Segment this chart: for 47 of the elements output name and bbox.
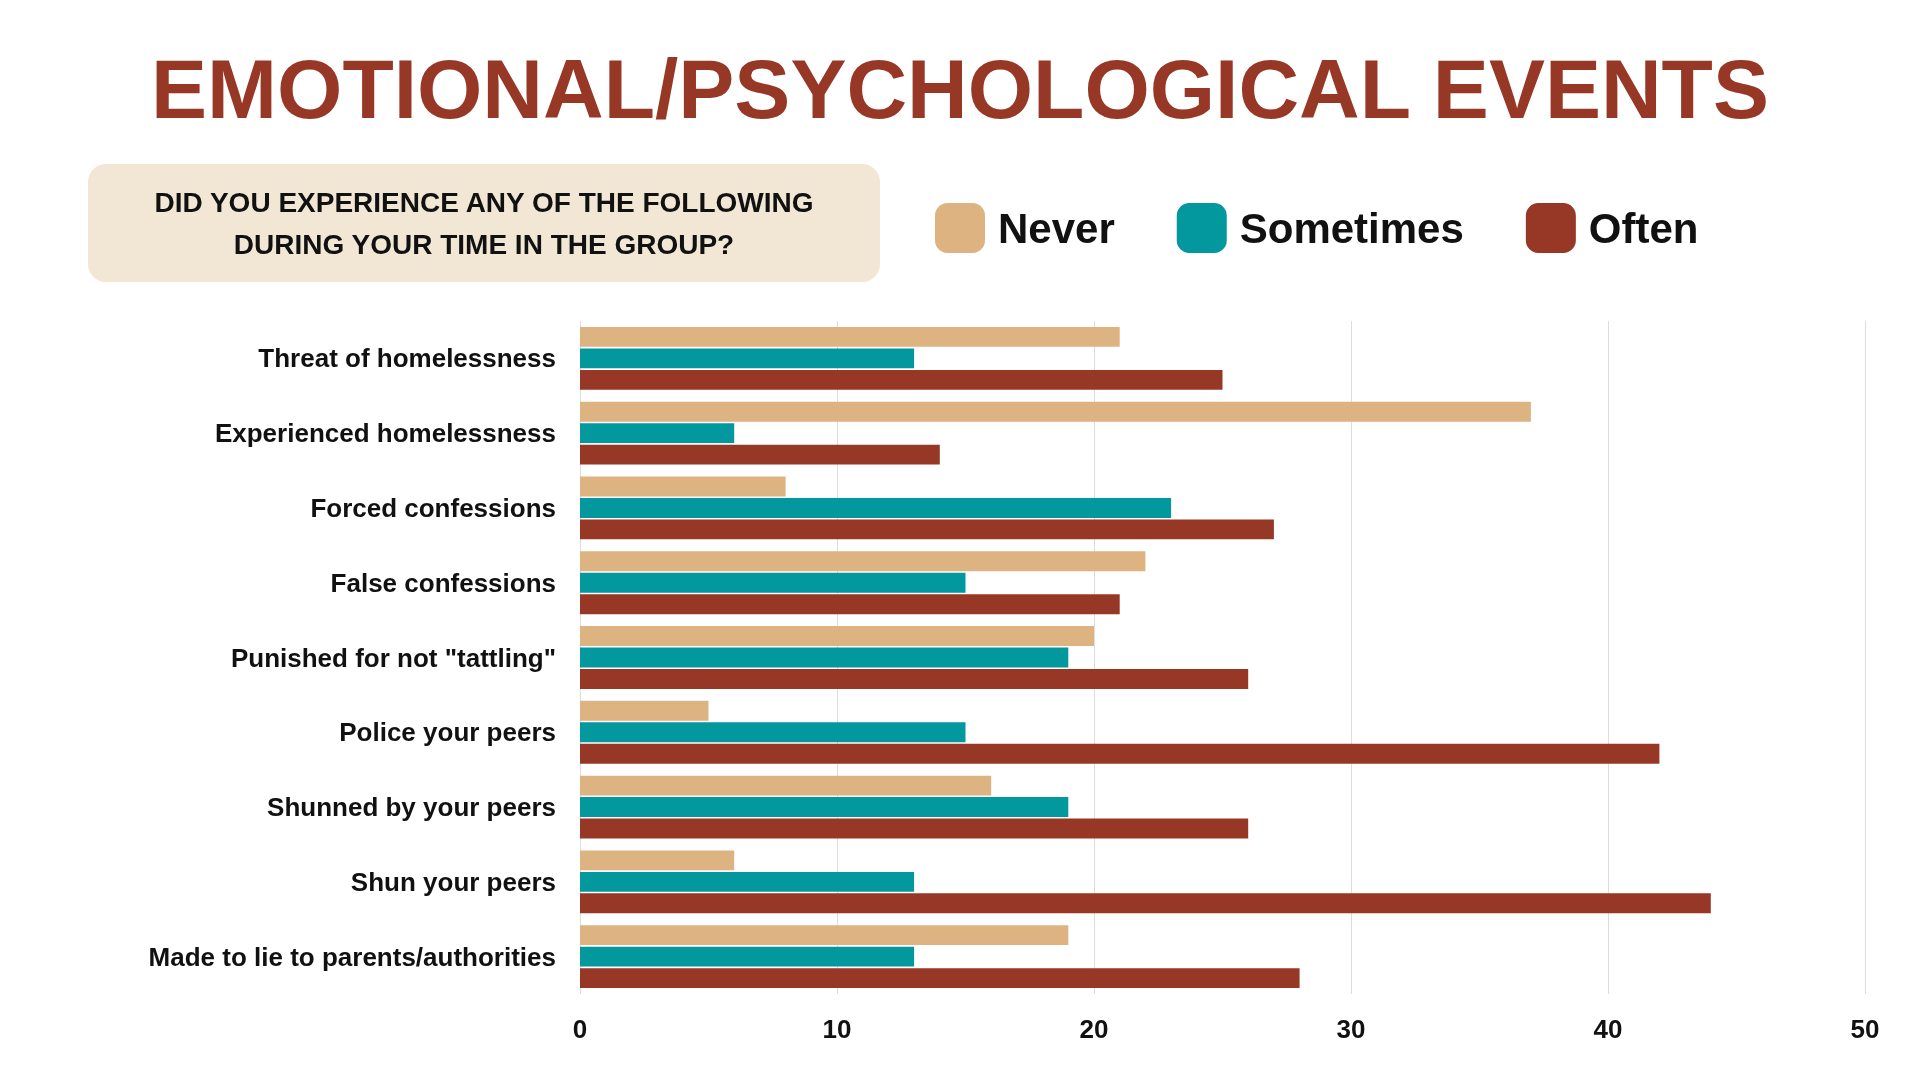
bar [580, 594, 1120, 615]
bar [580, 669, 1249, 689]
x-tick-label: 50 [1850, 1014, 1880, 1044]
y-tick-label: False confessions [330, 567, 556, 598]
bar [580, 893, 1711, 914]
bar [580, 925, 1069, 946]
bar [580, 423, 735, 444]
y-tick-label: Shun your peers [350, 866, 556, 897]
bar [580, 519, 1274, 540]
bar [580, 797, 1069, 817]
legend-label: Often [1588, 204, 1699, 252]
bar [580, 498, 1172, 518]
bar [580, 444, 940, 465]
chart-title: EMOTIONAL/PSYCHOLOGICAL EVENTS [151, 42, 1769, 136]
bar [580, 401, 1531, 422]
bar [580, 348, 915, 369]
x-tick-label: 40 [1593, 1014, 1623, 1044]
y-tick-label: Threat of homelessness [258, 343, 556, 374]
bar [580, 968, 1300, 989]
y-tick-label: Punished for not "tattling" [230, 642, 556, 673]
bar [580, 700, 709, 721]
bar [580, 850, 735, 871]
x-tick-label: 20 [1079, 1014, 1109, 1044]
bar [580, 369, 1223, 390]
bar [580, 722, 966, 743]
bar [580, 626, 1094, 646]
bar [580, 647, 1069, 668]
bar [580, 476, 786, 497]
chart-subtitle: DID YOU EXPERIENCE ANY OF THE FOLLOWING DURING YOUR TIME IN THE GROUP? [154, 186, 814, 260]
y-tick-label: Police your peers [339, 717, 556, 748]
x-tick-label: 30 [1336, 1014, 1366, 1044]
legend-label: Never [998, 204, 1115, 252]
bar [580, 946, 915, 967]
bar [580, 326, 1120, 347]
bar [580, 871, 915, 892]
x-tick-label: 0 [572, 1014, 588, 1044]
bar [580, 818, 1249, 839]
bar [580, 775, 992, 796]
y-tick-label: Forced confessions [310, 492, 556, 523]
y-tick-label: Shunned by your peers [267, 792, 556, 823]
bar [580, 743, 1660, 764]
bar [580, 551, 1146, 572]
y-tick-label: Made to lie to parents/authorities [148, 941, 556, 972]
bar [580, 572, 966, 593]
y-tick-label: Experienced homelessness [214, 418, 556, 449]
legend-label: Sometimes [1239, 204, 1464, 252]
x-tick-label: 10 [822, 1014, 852, 1044]
